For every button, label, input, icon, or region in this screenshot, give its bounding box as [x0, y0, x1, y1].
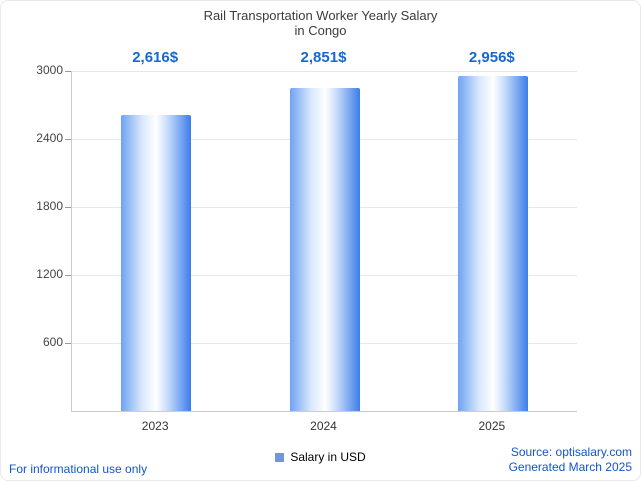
bar-value-label: 2,851$: [300, 49, 347, 66]
x-axis-label: 2023: [141, 419, 169, 433]
disclaimer-link[interactable]: For informational use only: [9, 462, 148, 476]
bar-2024[interactable]: [289, 88, 360, 411]
y-axis-label: 2400: [36, 131, 63, 145]
y-axis-label: 1200: [36, 267, 63, 281]
bar-2025[interactable]: [457, 76, 528, 411]
bar-value-label: 2,616$: [132, 49, 179, 66]
gridline: [72, 71, 577, 72]
y-axis-tick: [65, 207, 71, 208]
source-info: Source: optisalary.com Generated March 2…: [509, 445, 632, 475]
legend-label: Salary in USD: [290, 450, 366, 464]
y-axis-label: 600: [42, 335, 63, 349]
plot-area: [71, 71, 577, 412]
y-axis-tick: [65, 343, 71, 344]
y-axis-tick: [65, 139, 71, 140]
chart-title-line1: Rail Transportation Worker Yearly Salary: [203, 8, 438, 23]
y-axis-label: 1800: [36, 199, 63, 213]
bar-2023[interactable]: [121, 115, 192, 411]
legend-swatch-icon: [275, 452, 285, 462]
x-axis-label: 2024: [310, 419, 337, 433]
legend[interactable]: Salary in USD: [1, 450, 640, 464]
x-axis-label: 2025: [478, 419, 506, 433]
chart-title: Rail Transportation Worker Yearly Salary…: [1, 8, 640, 38]
y-axis-tick: [65, 275, 71, 276]
bar-value-label: 2,956$: [468, 49, 515, 66]
chart-title-line2: in Congo: [294, 23, 347, 38]
source-link[interactable]: Source: optisalary.com: [510, 445, 632, 459]
y-axis-tick: [65, 71, 71, 72]
generated-date: Generated March 2025: [508, 460, 632, 474]
y-axis-label: 3000: [36, 63, 63, 77]
